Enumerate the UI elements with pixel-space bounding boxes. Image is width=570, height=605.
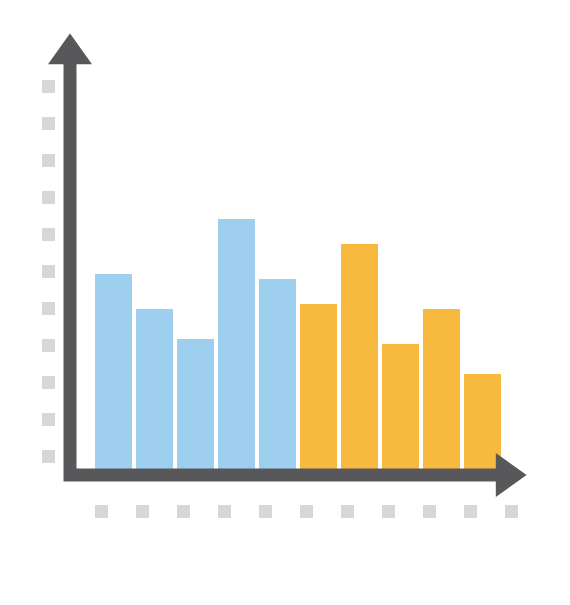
x-tick-dot <box>177 505 190 518</box>
x-tick-dot <box>259 505 272 518</box>
x-tick-dot <box>300 505 313 518</box>
x-tick-dot <box>218 505 231 518</box>
x-tick-dot <box>464 505 477 518</box>
y-tick-dot <box>42 413 55 426</box>
y-tick-dot <box>42 117 55 130</box>
x-tick-dot <box>382 505 395 518</box>
x-tick-dot <box>423 505 436 518</box>
y-tick-dot <box>42 339 55 352</box>
bar <box>341 244 378 469</box>
bar <box>177 339 214 469</box>
x-tick-dot <box>95 505 108 518</box>
y-tick-dot <box>42 376 55 389</box>
bar <box>423 309 460 469</box>
y-tick-dot <box>42 265 55 278</box>
bar-chart <box>0 0 570 600</box>
y-tick-dot <box>42 154 55 167</box>
bar <box>218 219 255 469</box>
y-tick-dot <box>42 302 55 315</box>
bar <box>382 344 419 469</box>
x-tick-dot <box>136 505 149 518</box>
bar <box>95 274 132 469</box>
y-tick-dot <box>42 80 55 93</box>
x-tick-dot <box>505 505 518 518</box>
y-tick-dot <box>42 191 55 204</box>
x-tick-dot <box>341 505 354 518</box>
y-tick-dot <box>42 228 55 241</box>
bar <box>300 304 337 469</box>
bar <box>136 309 173 469</box>
y-tick-dot <box>42 450 55 463</box>
bar-chart-svg <box>0 0 570 600</box>
bar <box>259 279 296 469</box>
bar <box>464 374 501 469</box>
